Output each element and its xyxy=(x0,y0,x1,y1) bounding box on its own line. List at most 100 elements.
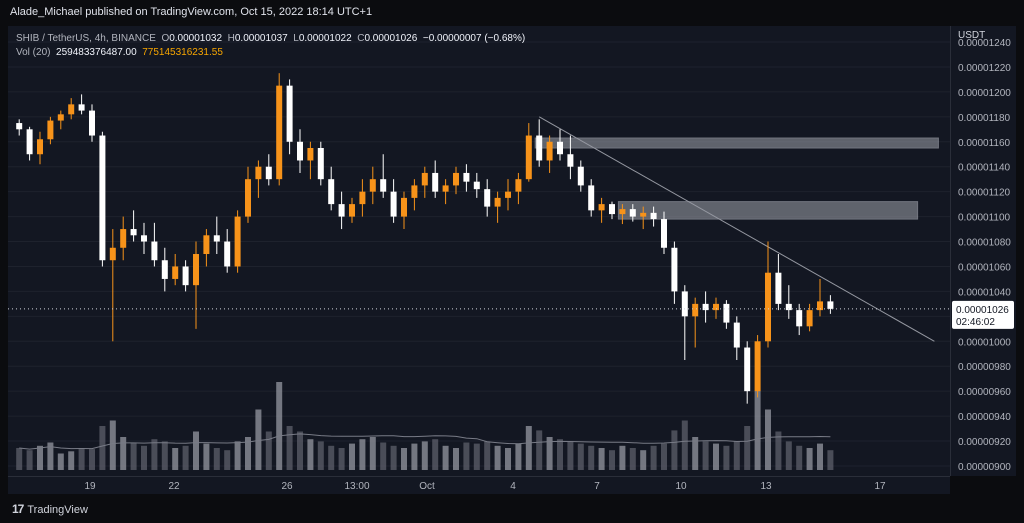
candle-body xyxy=(765,272,771,342)
volume-bar xyxy=(557,439,563,470)
volume-label[interactable]: Vol (20) xyxy=(16,47,51,58)
volume-bar xyxy=(68,451,75,470)
volume-bar xyxy=(692,437,699,470)
volume-bar xyxy=(369,437,376,470)
candle-body xyxy=(421,172,428,186)
price-tick-label: 0.00001000 xyxy=(958,337,1011,348)
volume-bar xyxy=(328,445,335,470)
volume-bar xyxy=(286,426,293,470)
candle-body xyxy=(692,303,699,317)
candle-body xyxy=(338,204,345,217)
time-tick-label: 13:00 xyxy=(344,481,369,492)
volume-bar xyxy=(681,420,688,470)
volume-bar xyxy=(640,450,647,470)
price-tick-label: 0.00001100 xyxy=(958,213,1011,224)
price-tick-label: 0.00000960 xyxy=(958,387,1011,398)
candle-body xyxy=(193,254,199,286)
candle-body xyxy=(161,260,168,279)
price-tick-label: 0.00001080 xyxy=(958,238,1011,249)
volume-bar xyxy=(297,431,303,470)
price-tick-label: 0.00001140 xyxy=(958,163,1011,174)
volume-bar xyxy=(78,448,85,470)
candle-body xyxy=(109,247,116,261)
bar-countdown-label: 02:46:02 xyxy=(956,317,995,328)
volume-bar xyxy=(193,431,199,470)
candle-body xyxy=(536,135,543,161)
price-tick-label: 0.00001200 xyxy=(958,88,1011,99)
last-price-label: 0.00001026 xyxy=(956,305,1009,316)
candle-body xyxy=(661,219,667,248)
candle-body xyxy=(588,185,595,211)
volume-bar xyxy=(120,437,127,470)
candle-body xyxy=(515,179,522,192)
candle-body xyxy=(650,212,657,220)
volume-bar xyxy=(411,443,418,470)
volume-bar xyxy=(609,450,615,470)
tradingview-logo: 17 TradingView xyxy=(12,502,88,516)
candle-body xyxy=(47,120,54,140)
trend-line[interactable] xyxy=(538,116,935,342)
volume-bar xyxy=(785,441,792,470)
resistance-zone[interactable] xyxy=(617,201,919,220)
candle-body xyxy=(796,310,803,327)
candle-body xyxy=(26,129,33,155)
time-tick-label: 10 xyxy=(675,481,687,492)
volume-bar xyxy=(536,430,543,470)
volume-bar xyxy=(473,443,480,470)
volume-bar xyxy=(182,445,189,470)
candle-body xyxy=(463,172,470,182)
candle-body xyxy=(598,204,605,211)
volume-bar xyxy=(577,443,584,470)
candle-body xyxy=(234,216,241,267)
volume-bar xyxy=(588,445,595,470)
volume-bar xyxy=(151,439,158,470)
volume-bar xyxy=(380,442,387,470)
volume-bar xyxy=(754,390,761,470)
resistance-zone[interactable] xyxy=(534,137,939,149)
candle-body xyxy=(130,229,137,236)
time-axis[interactable] xyxy=(8,476,950,494)
volume-bar xyxy=(89,449,95,470)
candle-body xyxy=(380,179,387,192)
candle-body xyxy=(172,266,179,279)
volume-bar xyxy=(796,445,803,470)
candle-body xyxy=(411,185,418,198)
volume-bar xyxy=(255,409,262,470)
time-tick-label: 19 xyxy=(84,481,96,492)
time-tick-label: 22 xyxy=(168,481,180,492)
candle-body xyxy=(817,301,823,311)
volume-bar xyxy=(671,430,678,470)
candle-body xyxy=(733,322,740,348)
price-tick-label: 0.00001060 xyxy=(958,262,1011,273)
price-tick-label: 0.00001160 xyxy=(958,138,1011,149)
volume-bar xyxy=(546,437,553,470)
volume-bar xyxy=(744,426,751,470)
candle-body xyxy=(255,166,262,180)
volume-bar xyxy=(421,441,428,470)
time-tick-label: 13 xyxy=(760,481,772,492)
candle-body xyxy=(16,123,23,130)
candle-body xyxy=(494,197,501,207)
symbol-label[interactable]: SHIB / TetherUS, 4h, BINANCE xyxy=(16,33,156,44)
volume-bar xyxy=(733,441,740,470)
volume-bar xyxy=(141,445,147,470)
price-tick-label: 0.00000940 xyxy=(958,412,1011,423)
candle-body xyxy=(609,204,615,215)
volume-bar xyxy=(619,445,626,470)
price-tick-label: 0.00001180 xyxy=(958,113,1011,124)
volume-bar xyxy=(245,437,251,470)
candle-body xyxy=(827,301,834,309)
price-tick-label: 0.00001120 xyxy=(958,188,1011,199)
candle-body xyxy=(484,189,491,207)
candle-body xyxy=(546,141,553,161)
volume-bar xyxy=(390,445,397,470)
footer: 17 TradingView xyxy=(0,494,1024,523)
candle-body xyxy=(557,141,563,155)
volume-bar xyxy=(234,441,241,470)
price-axis[interactable] xyxy=(950,26,1016,476)
candle-body xyxy=(713,303,719,311)
candle-body xyxy=(78,104,85,111)
candle-body xyxy=(401,197,407,217)
volume-value: 259483376487.00 xyxy=(56,47,137,58)
